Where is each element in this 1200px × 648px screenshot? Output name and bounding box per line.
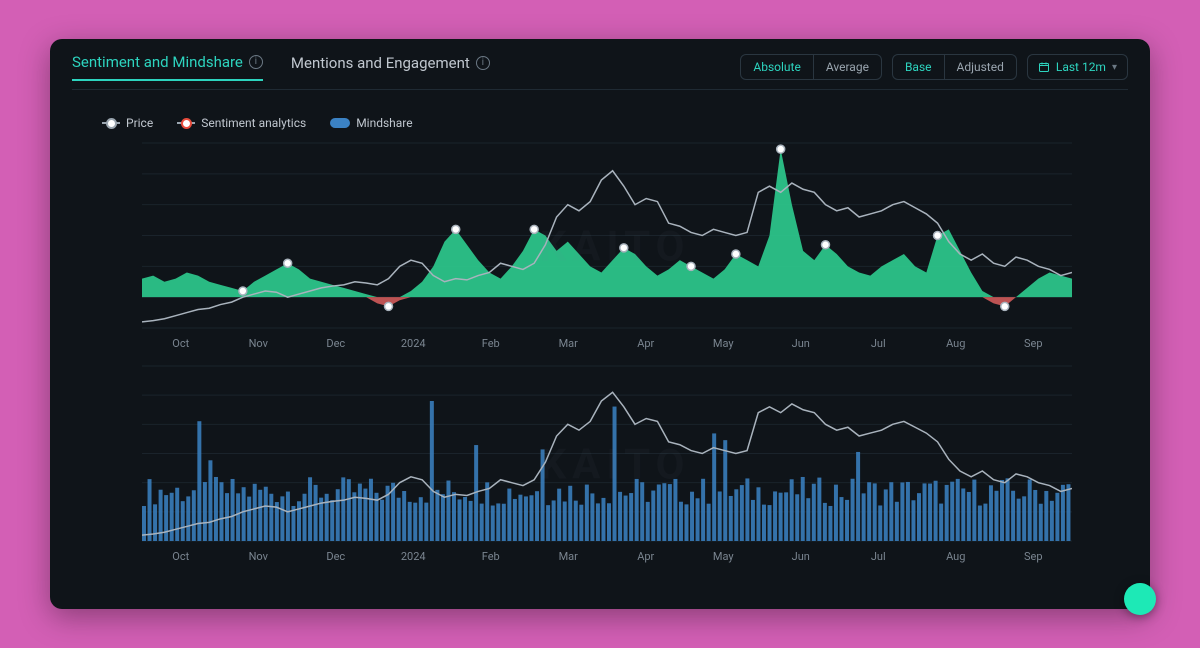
legend-price-label: Price <box>126 116 153 130</box>
controls: Absolute Average Base Adjusted Last 12m … <box>740 54 1128 80</box>
svg-text:Oct: Oct <box>172 550 189 563</box>
legend-mindshare-label: Mindshare <box>356 116 412 130</box>
svg-text:Jun: Jun <box>792 337 810 350</box>
legend-mindshare-marker <box>330 118 350 128</box>
seg-average[interactable]: Average <box>814 55 881 79</box>
legend-sentiment: Sentiment analytics <box>177 116 306 130</box>
help-badge[interactable] <box>1124 583 1156 615</box>
legend-mindshare: Mindshare <box>330 116 412 130</box>
tab-label: Mentions and Engagement <box>291 54 470 72</box>
bottom-chart: 4,500.004,000.003,500.003,000.002,500.00… <box>142 361 1088 568</box>
range-label: Last 12m <box>1056 60 1106 74</box>
card-header: Sentiment and Mindshare i Mentions and E… <box>72 53 1128 90</box>
section-tabs: Sentiment and Mindshare i Mentions and E… <box>72 53 490 81</box>
info-icon[interactable]: i <box>249 55 263 69</box>
svg-text:Jul: Jul <box>871 337 886 350</box>
legend-sentiment-label: Sentiment analytics <box>201 116 306 130</box>
svg-text:Dec: Dec <box>326 337 345 350</box>
analytics-card: Sentiment and Mindshare i Mentions and E… <box>50 39 1150 609</box>
bottom-chart-svg: 4,500.004,000.003,500.003,000.002,500.00… <box>142 361 1072 568</box>
svg-text:Sep: Sep <box>1024 337 1043 350</box>
svg-text:Mar: Mar <box>559 337 579 350</box>
segmented-absolute-average: Absolute Average <box>740 54 882 80</box>
calendar-icon <box>1038 61 1050 73</box>
tab-sentiment-mindshare[interactable]: Sentiment and Mindshare i <box>72 53 263 81</box>
tab-label: Sentiment and Mindshare <box>72 53 243 71</box>
svg-text:Dec: Dec <box>326 550 345 563</box>
svg-text:Nov: Nov <box>249 337 269 350</box>
tab-mentions-engagement[interactable]: Mentions and Engagement i <box>291 54 490 80</box>
range-selector[interactable]: Last 12m ▾ <box>1027 54 1128 80</box>
svg-text:Mar: Mar <box>559 550 579 563</box>
svg-text:May: May <box>713 337 735 350</box>
legend-sentiment-marker <box>177 122 195 124</box>
svg-text:May: May <box>713 550 735 563</box>
svg-text:Jun: Jun <box>792 550 810 563</box>
svg-text:Apr: Apr <box>637 550 654 563</box>
svg-text:Jul: Jul <box>871 550 886 563</box>
svg-text:Apr: Apr <box>637 337 654 350</box>
chevron-down-icon: ▾ <box>1112 62 1117 73</box>
svg-text:Aug: Aug <box>946 550 965 563</box>
legend-price-marker <box>102 122 120 124</box>
svg-text:Aug: Aug <box>946 337 965 350</box>
svg-text:Sep: Sep <box>1024 550 1043 563</box>
top-chart: 4,500.004,000.003,500.003,000.002,500.00… <box>142 138 1088 355</box>
svg-text:Feb: Feb <box>482 337 500 350</box>
svg-text:Oct: Oct <box>172 337 189 350</box>
legend-price: Price <box>102 116 153 130</box>
top-chart-wrap: 4,500.004,000.003,500.003,000.002,500.00… <box>72 138 1128 355</box>
top-chart-svg: 4,500.004,000.003,500.003,000.002,500.00… <box>142 138 1072 355</box>
seg-adjusted[interactable]: Adjusted <box>945 55 1016 79</box>
info-icon[interactable]: i <box>476 56 490 70</box>
chart-legend: Price Sentiment analytics Mindshare <box>102 116 1128 130</box>
svg-text:Feb: Feb <box>482 550 500 563</box>
segmented-base-adjusted: Base Adjusted <box>892 54 1017 80</box>
svg-text:2024: 2024 <box>401 550 426 563</box>
svg-text:2024: 2024 <box>401 337 426 350</box>
seg-absolute[interactable]: Absolute <box>741 55 813 79</box>
seg-base[interactable]: Base <box>893 55 945 79</box>
svg-text:Nov: Nov <box>249 550 269 563</box>
bottom-chart-wrap: 4,500.004,000.003,500.003,000.002,500.00… <box>72 361 1128 568</box>
